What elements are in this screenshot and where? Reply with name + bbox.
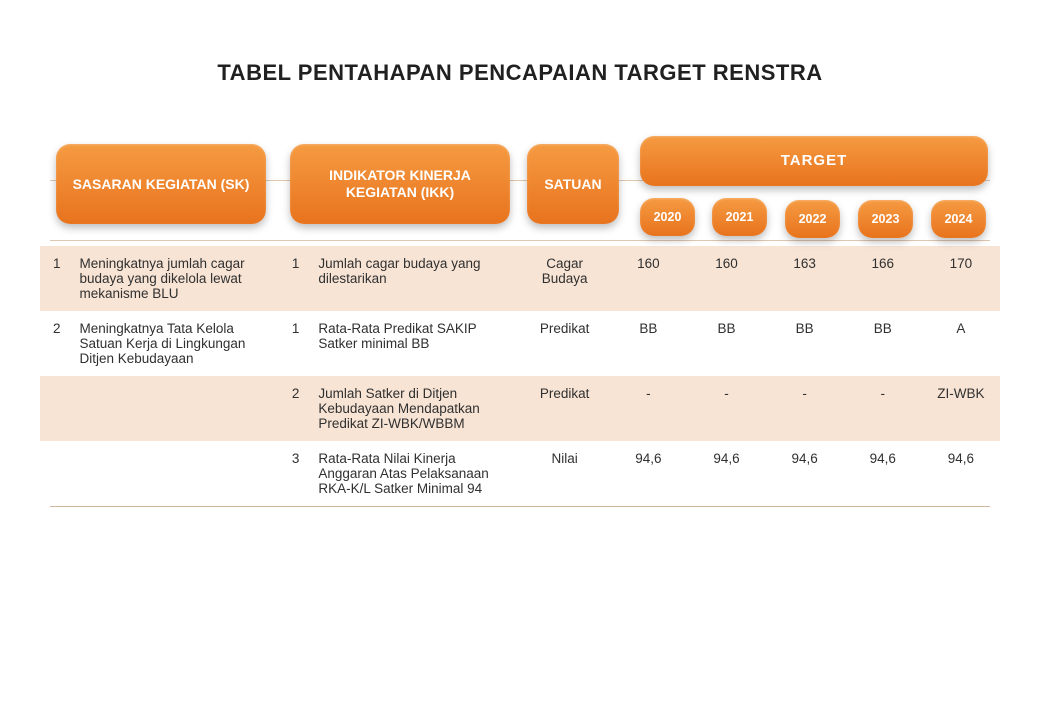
col-ikk: Rata-Rata Nilai Kinerja Anggaran Atas Pe… [312, 441, 520, 506]
col-yr: BB [766, 311, 844, 376]
col-yr: - [844, 376, 922, 441]
renstra-table: 1Meningkatnya jumlah cagar budaya yang d… [40, 246, 1000, 506]
col-yr: 166 [844, 246, 922, 311]
col-yr: 94,6 [609, 441, 687, 506]
col-num: 1 [40, 246, 73, 311]
col-sat: Predikat [520, 376, 609, 441]
col-yr: 94,6 [687, 441, 765, 506]
col-num [40, 441, 73, 506]
header-year-2024: 2024 [931, 200, 986, 238]
col-ikk: Rata-Rata Predikat SAKIP Satker minimal … [312, 311, 520, 376]
col-sk [73, 441, 278, 506]
col-yr: - [766, 376, 844, 441]
col-inum: 1 [279, 246, 312, 311]
col-yr: BB [687, 311, 765, 376]
page-title: TABEL PENTAHAPAN PENCAPAIAN TARGET RENST… [40, 60, 1000, 86]
col-ikk: Jumlah Satker di Ditjen Kebudayaan Menda… [312, 376, 520, 441]
col-sat: Predikat [520, 311, 609, 376]
header-target: TARGET [640, 136, 988, 186]
col-yr: A [922, 311, 1000, 376]
col-inum: 3 [279, 441, 312, 506]
header-divider-lower [50, 240, 990, 241]
header-ikk: INDIKATOR KINERJA KEGIATAN (IKK) [290, 144, 510, 224]
table-bottom-line [50, 506, 990, 507]
col-yr: BB [844, 311, 922, 376]
col-yr: - [687, 376, 765, 441]
col-yr: 94,6 [844, 441, 922, 506]
header-satuan: SATUAN [527, 144, 619, 224]
table-row: 2Meningkatnya Tata Kelola Satuan Kerja d… [40, 311, 1000, 376]
col-num: 2 [40, 311, 73, 376]
col-yr: 160 [687, 246, 765, 311]
table-row: 1Meningkatnya jumlah cagar budaya yang d… [40, 246, 1000, 311]
col-yr: 94,6 [766, 441, 844, 506]
col-yr: - [609, 376, 687, 441]
table-row: 3Rata-Rata Nilai Kinerja Anggaran Atas P… [40, 441, 1000, 506]
col-num [40, 376, 73, 441]
col-yr: 163 [766, 246, 844, 311]
table-header-area: SASARAN KEGIATAN (SK) INDIKATOR KINERJA … [40, 136, 1000, 246]
col-sat: Nilai [520, 441, 609, 506]
col-yr: ZI-WBK [922, 376, 1000, 441]
col-sat: Cagar Budaya [520, 246, 609, 311]
col-inum: 1 [279, 311, 312, 376]
header-year-2020: 2020 [640, 198, 695, 236]
col-yr: 170 [922, 246, 1000, 311]
header-year-2023: 2023 [858, 200, 913, 238]
header-year-2021: 2021 [712, 198, 767, 236]
header-year-2022: 2022 [785, 200, 840, 238]
col-yr: 94,6 [922, 441, 1000, 506]
col-ikk: Jumlah cagar budaya yang dilestarikan [312, 246, 520, 311]
col-sk: Meningkatnya jumlah cagar budaya yang di… [73, 246, 278, 311]
col-yr: BB [609, 311, 687, 376]
col-yr: 160 [609, 246, 687, 311]
col-sk [73, 376, 278, 441]
table-row: 2Jumlah Satker di Ditjen Kebudayaan Mend… [40, 376, 1000, 441]
header-sk: SASARAN KEGIATAN (SK) [56, 144, 266, 224]
col-inum: 2 [279, 376, 312, 441]
col-sk: Meningkatnya Tata Kelola Satuan Kerja di… [73, 311, 278, 376]
